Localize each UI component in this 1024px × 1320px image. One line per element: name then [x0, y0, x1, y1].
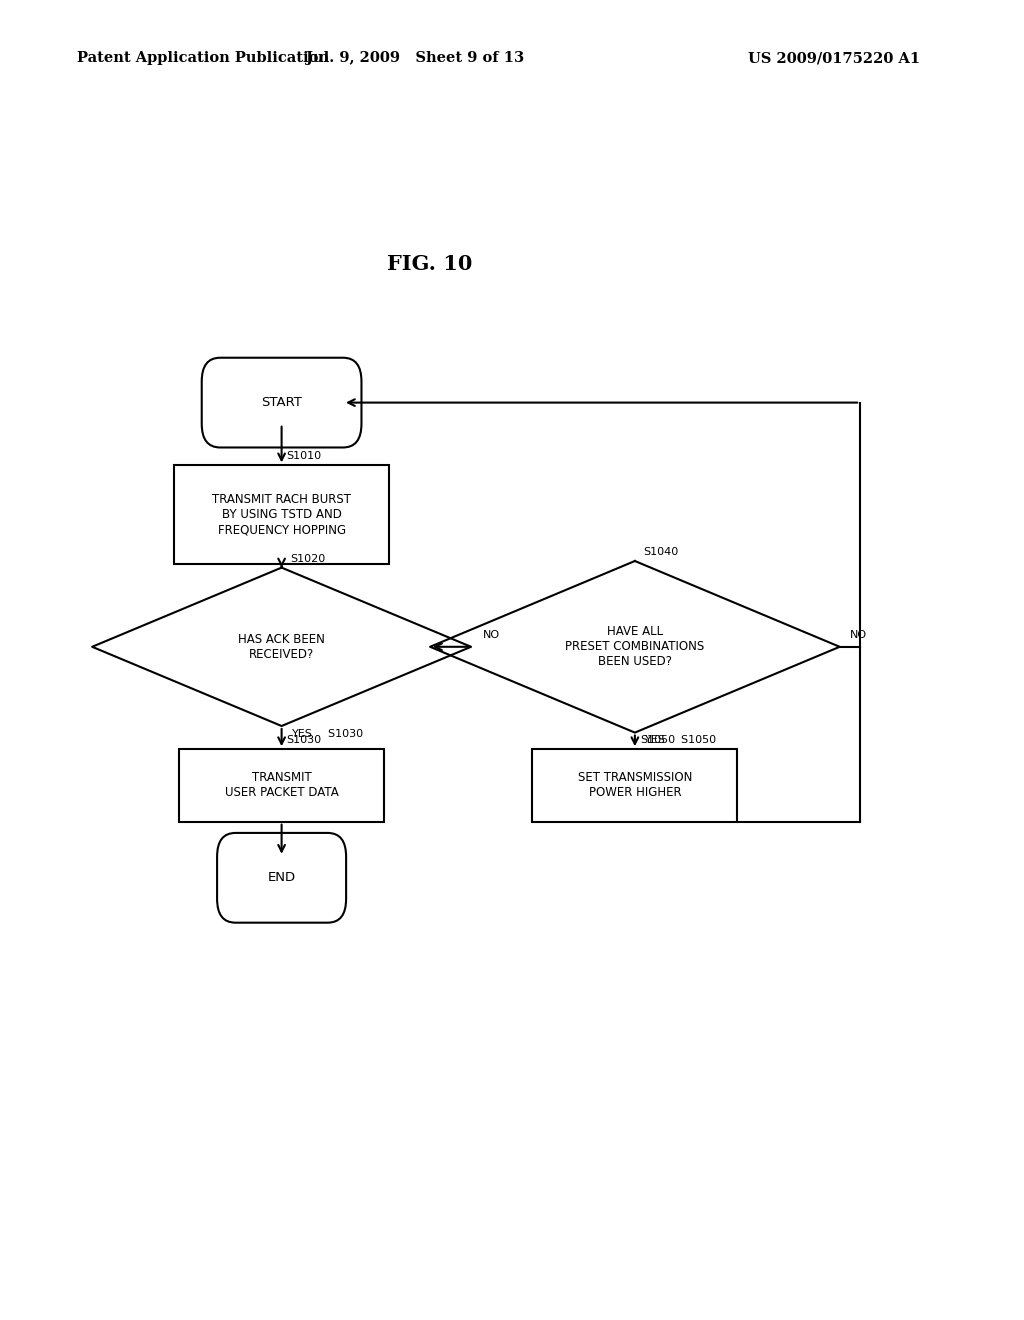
Text: TRANSMIT
USER PACKET DATA: TRANSMIT USER PACKET DATA — [224, 771, 339, 800]
Bar — [532, 750, 737, 821]
Bar — [174, 465, 389, 565]
Text: NO: NO — [483, 630, 501, 640]
Text: START: START — [261, 396, 302, 409]
Text: HAVE ALL
PRESET COMBINATIONS
BEEN USED?: HAVE ALL PRESET COMBINATIONS BEEN USED? — [565, 626, 705, 668]
Text: S1040: S1040 — [643, 546, 678, 557]
Text: YES: YES — [645, 735, 666, 746]
Text: S1030: S1030 — [321, 729, 362, 739]
Text: US 2009/0175220 A1: US 2009/0175220 A1 — [748, 51, 920, 65]
Polygon shape — [92, 568, 471, 726]
Text: FIG. 10: FIG. 10 — [387, 253, 473, 275]
Polygon shape — [430, 561, 840, 733]
Text: S1030: S1030 — [287, 735, 322, 744]
FancyBboxPatch shape — [217, 833, 346, 923]
Bar — [179, 750, 384, 821]
Text: NO: NO — [850, 630, 867, 640]
Text: SET TRANSMISSION
POWER HIGHER: SET TRANSMISSION POWER HIGHER — [578, 771, 692, 800]
Text: Patent Application Publication: Patent Application Publication — [77, 51, 329, 65]
Text: HAS ACK BEEN
RECEIVED?: HAS ACK BEEN RECEIVED? — [239, 632, 325, 661]
Text: Jul. 9, 2009   Sheet 9 of 13: Jul. 9, 2009 Sheet 9 of 13 — [305, 51, 524, 65]
Text: TRANSMIT RACH BURST
BY USING TSTD AND
FREQUENCY HOPPING: TRANSMIT RACH BURST BY USING TSTD AND FR… — [212, 494, 351, 536]
Text: S1010: S1010 — [287, 451, 322, 462]
Text: YES: YES — [292, 729, 312, 739]
Text: END: END — [267, 871, 296, 884]
Text: S1050: S1050 — [640, 735, 675, 744]
Text: S1050: S1050 — [674, 735, 716, 746]
FancyBboxPatch shape — [202, 358, 361, 447]
Text: S1020: S1020 — [290, 553, 325, 564]
